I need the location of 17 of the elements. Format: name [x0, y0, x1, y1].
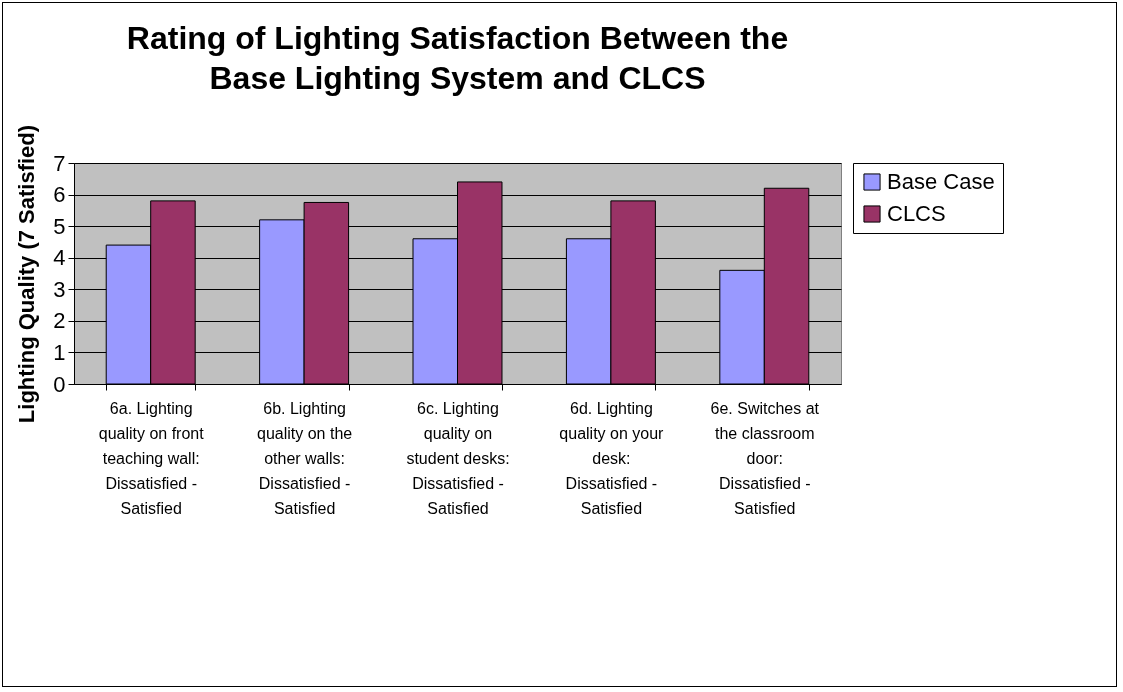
- y-tick-label: 3: [53, 276, 66, 302]
- x-tick-label: 6d. Lighting quality on your desk: Dissatisfied - Satisfied: [559, 399, 665, 517]
- y-tick-label: 4: [53, 245, 66, 271]
- chart-title: Rating of Lighting Satisfaction Between the Base Lighting System and CLCS: [126, 20, 789, 97]
- y-tick-label: 5: [53, 213, 66, 239]
- x-tick-label: 6a. Lighting quality on front teaching wall: Dissatisfied - Satisfied: [98, 399, 205, 517]
- x-tick-label: 6b. Lighting quality on the other walls: Dissatisfied - Satisfied: [257, 399, 353, 517]
- legend-label: CLCS: [887, 201, 946, 226]
- y-axis-title: Lighting Quality (7 Satisfied): [14, 124, 40, 424]
- y-tick-label: 0: [53, 371, 66, 397]
- legend-label: Base Case: [887, 169, 995, 194]
- y-tick-label: 2: [53, 308, 66, 334]
- y-tick-label: 7: [53, 150, 66, 176]
- y-tick-label: 1: [53, 339, 66, 365]
- y-tick-label: 6: [53, 182, 66, 208]
- x-tick-label: 6e. Switches at the classroom door: Dissatisfied - Satisfied: [710, 399, 820, 517]
- x-tick-label: 6c. Lighting quality on student desks: Dissatisfied - Satisfied: [406, 399, 510, 517]
